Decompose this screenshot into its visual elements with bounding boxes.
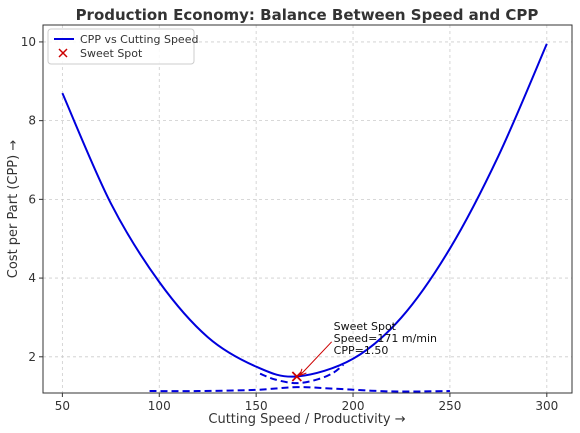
sweet-spot-marker (291, 371, 302, 382)
legend-marker-label: Sweet Spot (80, 47, 143, 60)
legend-series-label: CPP vs Cutting Speed (80, 33, 198, 46)
x-tick-label: 200 (342, 399, 365, 413)
legend: CPP vs Cutting Speed Sweet Spot (47, 28, 198, 65)
y-tick-label: 2 (28, 350, 36, 364)
annotation-text-line: Sweet Spot (334, 320, 397, 333)
series-layer (61, 43, 548, 393)
grid-lines (43, 25, 572, 393)
chart-title: Production Economy: Balance Between Spee… (76, 6, 539, 24)
x-axis-ticks: 50 100 150 200 250 300 (55, 393, 558, 413)
legend-marker-swatch (58, 48, 68, 58)
y-tick-label: 6 (28, 192, 36, 206)
x-tick-label: 250 (438, 399, 461, 413)
annotation-text-line: CPP=1.50 (334, 344, 389, 357)
x-tick-label: 300 (535, 399, 558, 413)
y-tick-label: 10 (21, 35, 36, 49)
x-tick-label: 150 (245, 399, 268, 413)
x-axis-label: Cutting Speed / Productivity → (208, 412, 405, 427)
y-tick-label: 4 (28, 271, 36, 285)
y-tick-label: 8 (28, 114, 36, 128)
y-axis-ticks: 2 4 6 8 10 (21, 35, 43, 364)
x-tick-label: 50 (55, 399, 70, 413)
cpp-curve-line (61, 43, 548, 378)
dashed-series-line-2 (149, 386, 450, 393)
legend-box (47, 28, 195, 65)
annotation-arrow-head (299, 368, 307, 377)
annotation-text-line: Speed=171 m/min (334, 332, 437, 345)
plot-frame (42, 24, 573, 394)
y-axis-label: Cost per Part (CPP) → (6, 140, 21, 279)
annotation-arrow-line (299, 341, 333, 376)
dashed-series-line-1 (259, 363, 345, 385)
x-tick-label: 100 (148, 399, 171, 413)
